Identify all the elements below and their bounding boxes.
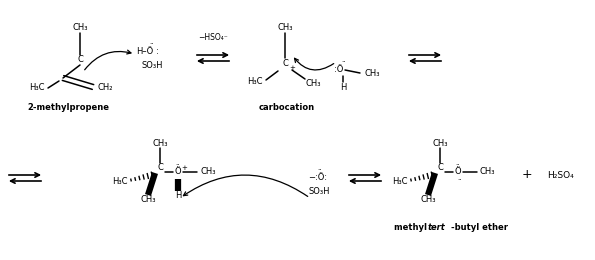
Text: ··: ·· bbox=[150, 41, 154, 47]
Text: ··: ·· bbox=[175, 162, 179, 168]
Text: ··: ·· bbox=[455, 162, 459, 168]
Text: SO₃H: SO₃H bbox=[308, 187, 330, 197]
Text: :Ö: :Ö bbox=[334, 66, 344, 75]
Text: H₃C: H₃C bbox=[392, 178, 408, 186]
Text: H–Ö: H–Ö bbox=[136, 48, 154, 56]
Text: +: + bbox=[289, 65, 295, 71]
Text: +: + bbox=[522, 168, 533, 181]
Text: Ö: Ö bbox=[175, 167, 181, 177]
Text: SO₃H: SO₃H bbox=[141, 61, 163, 69]
Text: ··: ·· bbox=[341, 59, 345, 65]
Text: H₃C: H₃C bbox=[29, 83, 45, 93]
Text: H₃C: H₃C bbox=[112, 178, 128, 186]
Text: Ö: Ö bbox=[455, 167, 461, 177]
Text: CH₃: CH₃ bbox=[201, 167, 216, 177]
Text: CH₃: CH₃ bbox=[72, 23, 87, 32]
Text: C: C bbox=[77, 55, 83, 64]
Text: CH₃: CH₃ bbox=[364, 68, 380, 77]
Text: ··: ·· bbox=[458, 177, 462, 183]
Text: CH₃: CH₃ bbox=[432, 139, 448, 147]
Text: methyl: methyl bbox=[394, 224, 430, 232]
Text: H: H bbox=[175, 192, 181, 200]
Text: H: H bbox=[340, 82, 346, 92]
Text: C: C bbox=[157, 164, 163, 172]
Text: CH₃: CH₃ bbox=[420, 196, 436, 205]
Text: CH₃: CH₃ bbox=[152, 139, 168, 147]
Text: −:Ö:: −:Ö: bbox=[308, 173, 327, 183]
Text: CH₃: CH₃ bbox=[479, 167, 495, 177]
Text: CH₂: CH₂ bbox=[97, 83, 112, 93]
Text: C: C bbox=[282, 58, 288, 68]
Text: tert: tert bbox=[428, 224, 446, 232]
Text: CH₃: CH₃ bbox=[140, 196, 156, 205]
Text: −HSO₄⁻: −HSO₄⁻ bbox=[198, 34, 228, 42]
Text: H₂SO₄: H₂SO₄ bbox=[547, 171, 574, 179]
Text: C: C bbox=[437, 164, 443, 172]
Text: +: + bbox=[181, 165, 187, 171]
Text: CH₃: CH₃ bbox=[277, 23, 293, 32]
Text: -butyl ether: -butyl ether bbox=[451, 224, 508, 232]
Text: carbocation: carbocation bbox=[259, 103, 315, 113]
Text: :: : bbox=[156, 48, 158, 56]
Text: ··: ·· bbox=[317, 167, 321, 173]
Text: H₃C: H₃C bbox=[248, 77, 263, 87]
Text: CH₃: CH₃ bbox=[305, 79, 321, 88]
Text: 2-methylpropene: 2-methylpropene bbox=[27, 103, 109, 113]
